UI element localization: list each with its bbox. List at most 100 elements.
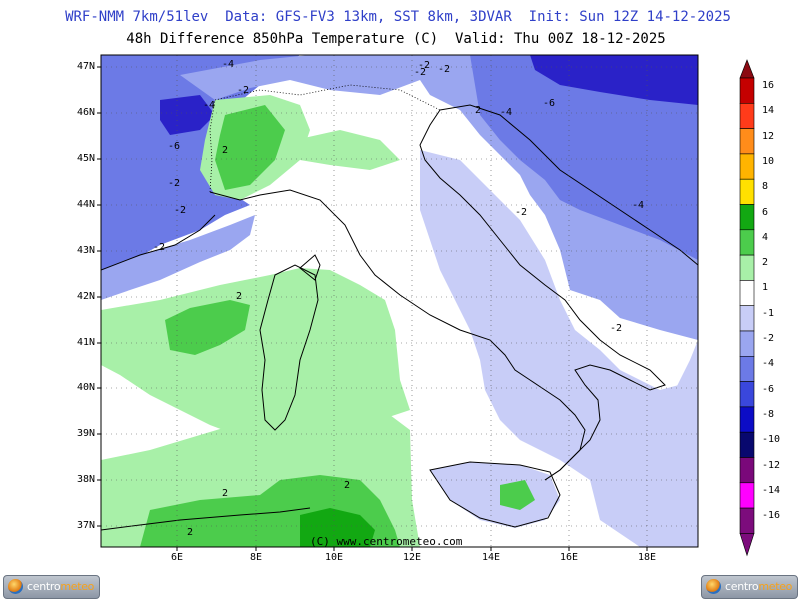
scale-level-label: -1	[762, 307, 775, 319]
scale-swatch	[739, 305, 755, 332]
scale-level-label: 4	[762, 231, 769, 243]
scale-swatch	[739, 153, 755, 180]
sicily-outline	[429, 461, 561, 528]
contour-label: 2	[187, 527, 193, 538]
lat-label: 45N	[76, 153, 95, 164]
warmer-patch-sardinia	[165, 300, 250, 355]
coastlines	[101, 104, 698, 531]
contour-label: -4	[500, 107, 512, 118]
contour-label: 2	[222, 488, 228, 499]
contour-label: -2	[168, 178, 180, 189]
corsica-outline	[299, 254, 321, 281]
lat-label: 43N	[76, 245, 95, 256]
scale-swatch	[739, 103, 755, 129]
scale-level-label: -16	[762, 510, 781, 522]
scale-level-label: -8	[762, 408, 775, 420]
lon-label: 8E	[249, 552, 263, 563]
scale-swatch	[739, 406, 755, 433]
contour-label: -4	[632, 200, 644, 211]
model-info-title: WRF-NMM 7km/51lev Data: GFS-FV3 13km, SS…	[65, 9, 731, 25]
scale-swatch	[739, 204, 755, 231]
lat-label: 46N	[76, 107, 95, 118]
very-cold-area-ne	[530, 55, 698, 105]
lon-label: 18E	[637, 552, 657, 563]
lon-label: 16E	[559, 552, 579, 563]
centrometeo-logo-right[interactable]: centrometeo	[701, 575, 798, 599]
field-valid-title: 48h Difference 850hPa Temperature (C) Va…	[126, 31, 666, 47]
contour-label: -4	[222, 59, 234, 70]
color-scale-bar	[739, 59, 755, 557]
contour-labels: -4 -2 -4 -2 2 -6 -2 -2 -2 -6 -2 -4 -2 -4…	[153, 59, 644, 538]
scale-level-label: -6	[762, 383, 775, 395]
italy-east-coast	[419, 109, 666, 481]
cool-area-south-east	[420, 150, 698, 547]
balkan-coast	[439, 104, 698, 266]
scale-tip-bottom	[739, 533, 755, 557]
scale-swatch	[739, 178, 755, 205]
scale-swatch	[739, 229, 755, 256]
contour-label: -2	[418, 60, 430, 71]
scale-level-label: 6	[762, 206, 769, 218]
contour-label: -2	[174, 205, 186, 216]
temperature-field	[101, 55, 698, 547]
lat-label: 44N	[76, 199, 95, 210]
scale-swatch	[739, 355, 755, 382]
very-cold-patch-alps	[160, 95, 215, 135]
scale-level-label: -4	[762, 358, 775, 370]
scale-level-label: -2	[762, 333, 775, 344]
scale-level-label: 12	[762, 130, 775, 142]
globe-icon	[706, 579, 721, 594]
lon-label: 14E	[481, 552, 501, 563]
contour-label: -2	[515, 207, 527, 218]
contour-label: 2	[236, 291, 242, 302]
scale-level-label: 16	[762, 80, 775, 91]
scale-level-label: 2	[762, 257, 769, 269]
lat-label: 42N	[76, 291, 95, 302]
contour-label: -2	[610, 323, 622, 334]
lon-label: 10E	[324, 552, 344, 563]
cold-area-adriatic	[470, 55, 698, 260]
scale-swatch	[739, 254, 755, 281]
scale-level-label: -14	[762, 484, 781, 496]
scale-level-label: -10	[762, 434, 781, 446]
contour-label: -4	[203, 100, 215, 111]
lat-label: 40N	[76, 382, 95, 393]
borders	[209, 84, 441, 193]
contour-label: -2	[438, 64, 450, 75]
lat-lon-grid	[101, 55, 698, 547]
scale-swatch	[739, 330, 755, 357]
france-coast	[101, 214, 216, 271]
copyright-text: (C) www.centrometeo.com	[310, 535, 463, 548]
contour-label: 2	[344, 480, 350, 491]
contour-label: 2	[222, 145, 228, 156]
scale-swatch	[739, 507, 755, 534]
warmest-patch-south	[300, 508, 375, 547]
contour-label: 2	[475, 105, 481, 116]
contour-label: -2	[414, 67, 426, 78]
globe-icon	[8, 579, 23, 594]
lon-label: 6E	[170, 552, 184, 563]
warm-area-sardinia	[101, 268, 410, 440]
lat-label: 39N	[76, 428, 95, 439]
contour-label: -2	[237, 85, 249, 96]
lat-label: 38N	[76, 474, 95, 485]
contour-label: -6	[543, 98, 555, 109]
contour-label: -2	[153, 242, 165, 253]
sardinia-outline	[259, 264, 319, 431]
scale-swatch	[739, 77, 755, 104]
scale-swatch	[739, 482, 755, 509]
lat-label: 37N	[76, 520, 95, 531]
scale-level-label: 1	[762, 282, 769, 294]
centrometeo-logo-left[interactable]: centrometeo	[3, 575, 100, 599]
lat-label: 47N	[76, 61, 95, 72]
cold-area-west	[101, 55, 300, 270]
scale-swatch	[739, 457, 755, 484]
scale-swatch	[739, 381, 755, 408]
scale-level-label: 10	[762, 155, 775, 167]
scale-swatch	[739, 128, 755, 155]
scale-tip-top	[739, 59, 755, 79]
cool-band-west	[101, 215, 255, 300]
scale-level-label: 14	[762, 105, 775, 117]
scale-swatch	[739, 280, 755, 306]
